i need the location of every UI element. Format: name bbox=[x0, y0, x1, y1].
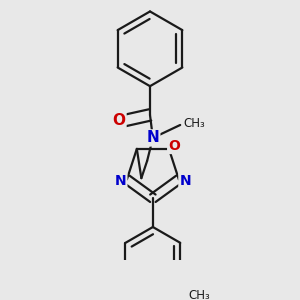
Text: CH₃: CH₃ bbox=[188, 289, 210, 300]
Text: CH₃: CH₃ bbox=[183, 117, 205, 130]
Text: N: N bbox=[115, 174, 126, 188]
Text: O: O bbox=[168, 139, 180, 153]
Text: O: O bbox=[112, 113, 125, 128]
Text: N: N bbox=[179, 174, 191, 188]
Text: N: N bbox=[146, 130, 159, 146]
